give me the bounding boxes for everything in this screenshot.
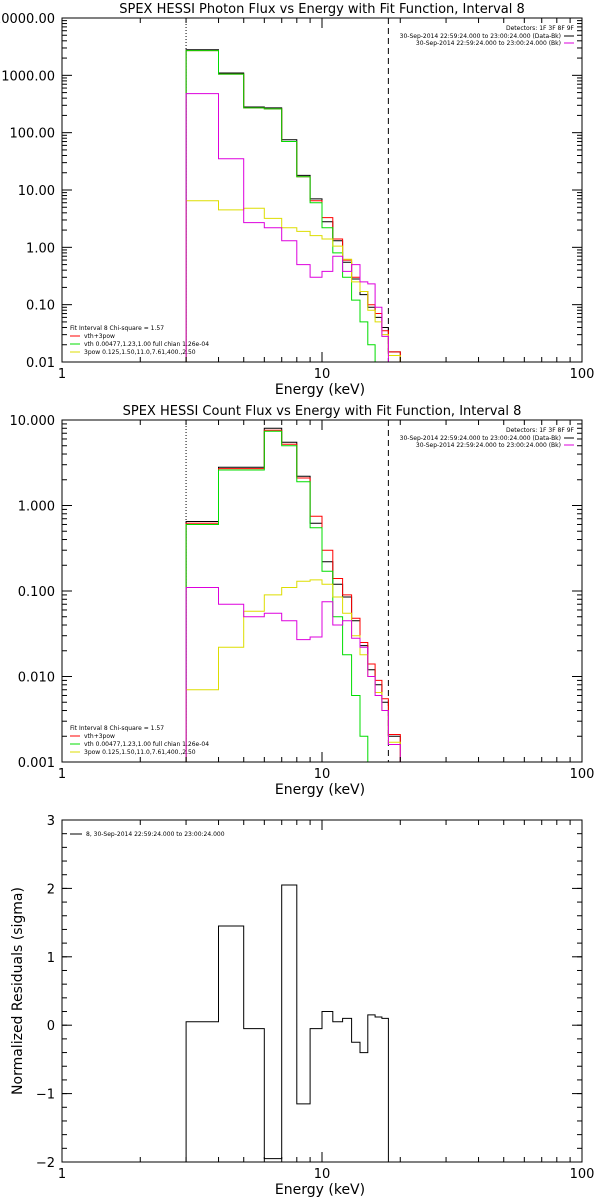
chart-title: SPEX HESSI Photon Flux vs Energy with Fi… — [119, 2, 525, 17]
fit-legend-entry: vth+3pow — [84, 333, 115, 340]
y-tick-label: 10.000 — [10, 414, 56, 429]
y-tick-label: −2 — [36, 1156, 55, 1171]
fit-legend-entry: 3pow 0.125,1.50,11.0,7.61,400.,2.50 — [84, 749, 196, 756]
count-flux-panel: SPEX HESSI Count Flux vs Energy with Fit… — [10, 404, 595, 798]
fit-legend-header: Fit Interval 8 Chi-square = 1.57 — [70, 325, 164, 332]
plot-frame — [61, 17, 583, 363]
x-tick-label: 10 — [314, 767, 331, 782]
y-tick-label: 1.000 — [18, 500, 55, 515]
x-tick-label: 100 — [570, 767, 595, 782]
fit-legend-header: Fit Interval 8 Chi-square = 1.57 — [70, 725, 164, 732]
y-tick-label: 0.01 — [26, 356, 55, 371]
y-tick-label: 0.100 — [18, 585, 55, 600]
y-tick-label: 0.010 — [18, 671, 55, 686]
y-tick-label: 0.10 — [26, 299, 55, 314]
y-tick-label: 1.00 — [26, 241, 55, 256]
series-line-3 — [185, 579, 401, 762]
series-line-2 — [185, 430, 401, 762]
legend-entry: 8, 30-Sep-2014 22:59:24.000 to 23:00:24.… — [86, 831, 225, 838]
x-tick-label: 1 — [58, 367, 66, 382]
series-line-3 — [185, 200, 401, 362]
legend-entry: 30-Sep-2014 22:59:24.000 to 23:00:24.000… — [416, 442, 561, 449]
fit-legend-entry: vth 0.00477,1.23,1.00 full chian 1.26e-0… — [84, 741, 209, 748]
x-tick-label: 1 — [58, 767, 66, 782]
x-axis-label: Energy (keV) — [275, 1182, 365, 1198]
legend-header: Detectors: 1F 3F 8F 9F — [506, 427, 575, 434]
y-tick-label: 10.00 — [18, 184, 55, 199]
legend-entry: 30-Sep-2014 22:59:24.000 to 23:00:24.000… — [400, 435, 561, 442]
legend-entry: 30-Sep-2014 22:59:24.000 to 23:00:24.000… — [400, 33, 561, 40]
y-tick-label: 100.00 — [10, 127, 56, 142]
x-axis-label: Energy (keV) — [275, 382, 365, 398]
x-tick-label: 100 — [570, 1167, 595, 1182]
plot-frame — [61, 419, 583, 763]
series-line-4 — [185, 93, 401, 362]
fit-legend-entry: vth 0.00477,1.23,1.00 full chian 1.26e-0… — [84, 341, 209, 348]
legend-entry: 30-Sep-2014 22:59:24.000 to 23:00:24.000… — [416, 40, 561, 47]
y-tick-label: 3 — [47, 814, 55, 829]
y-axis-label: Normalized Residuals (sigma) — [10, 887, 26, 1095]
x-tick-label: 1 — [58, 1167, 66, 1182]
series-line-4 — [185, 587, 401, 762]
plot-frame — [61, 819, 583, 1163]
y-tick-label: 1 — [47, 951, 55, 966]
series-line-2 — [185, 50, 401, 362]
fit-legend-entry: 3pow 0.125,1.50,11.0,7.61,400.,2.50 — [84, 349, 196, 356]
x-tick-label: 10 — [314, 1167, 331, 1182]
x-tick-label: 10 — [314, 367, 331, 382]
y-tick-label: 2 — [47, 882, 55, 897]
series-line-0 — [185, 884, 389, 1162]
chart-title: SPEX HESSI Count Flux vs Energy with Fit… — [123, 404, 522, 419]
y-tick-label: −1 — [36, 1088, 55, 1103]
photon-flux-panel: SPEX HESSI Photon Flux vs Energy with Fi… — [0, 2, 594, 398]
y-tick-label: 1000.00 — [1, 69, 55, 84]
x-tick-label: 100 — [570, 367, 595, 382]
x-axis-label: Energy (keV) — [275, 782, 365, 798]
y-tick-label: 0 — [47, 1019, 55, 1034]
fit-legend-entry: vth+3pow — [84, 733, 115, 740]
y-tick-label: 0.001 — [18, 756, 55, 771]
y-tick-label: 10000.00 — [0, 12, 55, 27]
legend-header: Detectors: 1F 3F 8F 9F — [506, 25, 575, 32]
